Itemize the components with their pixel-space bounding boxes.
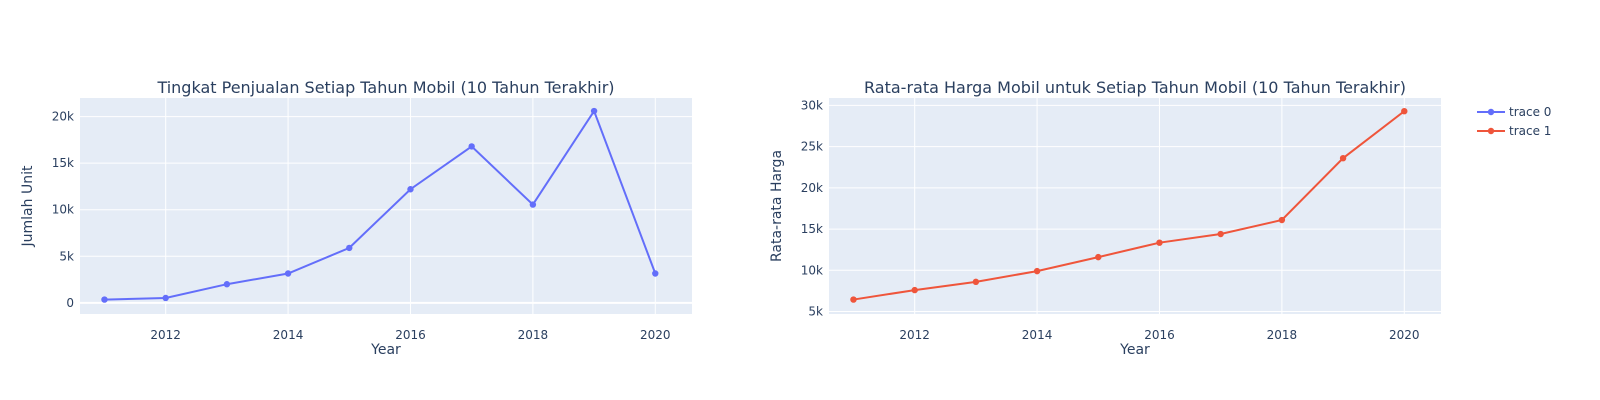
price-y-axis-title: Rata-rata Harga — [769, 150, 785, 262]
price-data-point — [1217, 230, 1224, 238]
sales-x-tick-label: 2020 — [640, 328, 671, 342]
sales-chart-title: Tingkat Penjualan Setiap Tahun Mobil (10… — [156, 78, 614, 97]
sales-data-point — [652, 270, 659, 277]
sales-y-tick-label: 10k — [52, 203, 74, 217]
sales-data-point — [468, 143, 475, 150]
sales-data-point — [529, 201, 537, 208]
sales-data-point — [284, 270, 292, 277]
sales-x-tick-label: 2016 — [395, 328, 426, 342]
price-chart: 2012 2014 2016 2018 2020 5k 10k 15k 20k 25k 30k Rat… — [769, 78, 1441, 358]
sales-y-tick-label: 20k — [52, 110, 74, 124]
legend-swatch-marker — [1487, 108, 1495, 116]
price-data-point — [911, 286, 918, 294]
price-series-line — [853, 110, 1405, 301]
legend-item-label: trace 1 — [1509, 124, 1551, 138]
sales-y-tick-label: 5k — [59, 249, 74, 263]
sales-data-point — [162, 294, 169, 302]
sales-series-line — [104, 108, 657, 301]
sales-data-point — [346, 244, 353, 252]
sales-chart: 2012 2014 2016 2018 2020 0 5k 10k 15k 20k Tingkat … — [20, 78, 692, 358]
price-data-point — [1156, 239, 1163, 246]
price-chart-title: Rata-rata Harga Mobil untuk Setiap Tahun… — [864, 78, 1406, 97]
price-plot-area — [829, 98, 1441, 314]
price-y-tick-label: 10k — [801, 263, 823, 277]
price-data-point — [1278, 216, 1286, 224]
sales-data-point — [590, 107, 598, 115]
sales-plot-area — [80, 98, 692, 314]
sales-x-tick-label: 2018 — [518, 328, 549, 342]
sales-data-point — [223, 281, 231, 288]
price-data-point — [1339, 154, 1347, 162]
sales-x-axis-title: Year — [370, 342, 401, 358]
legend: trace 0 trace 1 — [1477, 105, 1551, 138]
price-y-tick-label: 20k — [801, 181, 823, 195]
price-y-tick-label: 25k — [801, 140, 823, 154]
price-x-tick-label: 2016 — [1144, 328, 1175, 342]
price-y-tick-label: 5k — [808, 305, 823, 319]
legend-item-label: trace 0 — [1509, 105, 1551, 119]
sales-data-point — [101, 296, 108, 303]
price-data-point — [1401, 107, 1408, 115]
price-data-point — [972, 278, 980, 286]
price-x-tick-label: 2018 — [1267, 328, 1298, 342]
sales-data-point — [407, 186, 414, 193]
sales-y-tick-label: 0 — [66, 296, 74, 310]
sales-y-tick-label: 15k — [52, 156, 74, 170]
price-y-tick-label: 15k — [801, 222, 823, 236]
legend-swatch-marker — [1487, 127, 1495, 135]
price-x-tick-label: 2014 — [1022, 328, 1053, 342]
price-data-point — [1033, 267, 1041, 275]
price-x-tick-label: 2012 — [899, 328, 930, 342]
price-data-point — [1095, 253, 1102, 261]
price-data-point — [850, 296, 857, 303]
sales-x-tick-label: 2014 — [273, 328, 304, 342]
sales-y-axis-title: Jumlah Unit — [20, 165, 36, 247]
price-x-tick-label: 2020 — [1389, 328, 1420, 342]
price-y-tick-label: 30k — [801, 98, 823, 112]
price-x-axis-title: Year — [1119, 342, 1150, 358]
sales-x-tick-label: 2012 — [150, 328, 181, 342]
